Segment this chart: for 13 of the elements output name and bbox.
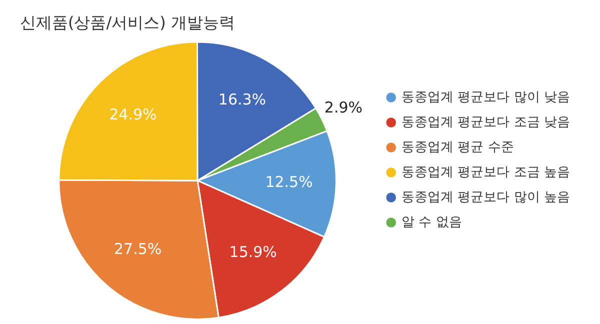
data-label: 2.9% (324, 98, 363, 117)
legend-label: 동종업계 평균보다 조금 낮음 (402, 114, 570, 130)
chart-title: 신제품(상품/서비스) 개발능력 (20, 12, 235, 32)
data-label: 27.5% (114, 240, 162, 258)
legend-label: 동종업계 평균보다 많이 높음 (402, 190, 570, 205)
data-label: 12.5% (265, 172, 313, 191)
data-label: 15.9% (229, 243, 277, 262)
data-label: 16.3% (218, 90, 266, 109)
legend-label: 동종업계 평균 수준 (402, 140, 514, 155)
legend-label: 알 수 없음 (402, 214, 462, 230)
legend-label: 동종업계 평균보다 조금 높음 (402, 164, 570, 180)
data-label: 24.9% (109, 106, 157, 124)
legend-label: 동종업계 평균보다 많이 낮음 (402, 90, 570, 105)
